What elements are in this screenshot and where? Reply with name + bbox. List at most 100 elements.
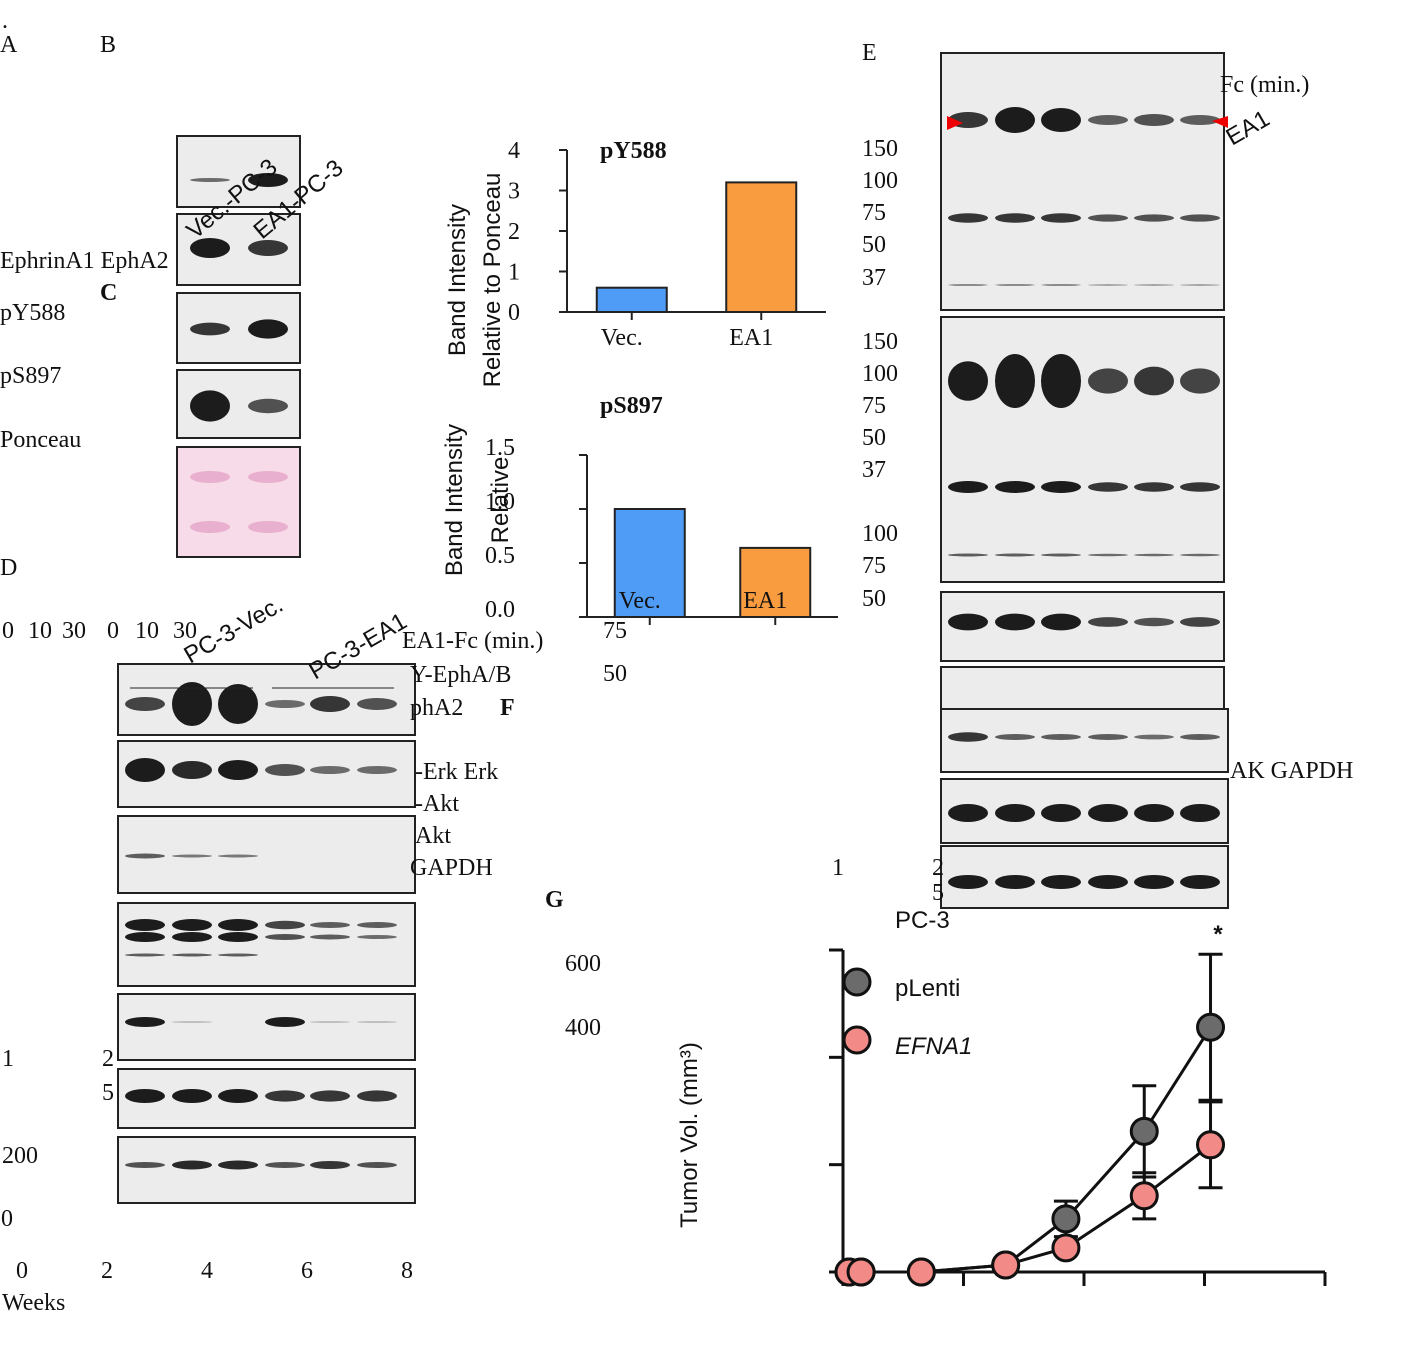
band: [1041, 284, 1081, 286]
band: [1180, 804, 1220, 822]
band: [125, 1089, 165, 1103]
band: [1134, 114, 1174, 126]
y-tick-label: 0: [508, 300, 520, 326]
x-tick-label: 6: [301, 1258, 313, 1284]
band: [1088, 617, 1128, 627]
series-line: [849, 1143, 1212, 1274]
blot: [117, 815, 416, 894]
row-label: AK GAPDH: [1230, 758, 1353, 784]
band: [1180, 214, 1220, 222]
band: [172, 1160, 212, 1170]
band: [218, 919, 258, 931]
band: [310, 1021, 350, 1023]
fragment: 50: [603, 661, 627, 687]
blot: [940, 845, 1229, 909]
point: [1051, 1204, 1081, 1234]
band: [357, 1090, 397, 1102]
band: [172, 761, 212, 779]
band: [1088, 214, 1128, 222]
band: [1088, 804, 1128, 822]
legend-marker: [842, 1025, 872, 1055]
time-label: 30: [62, 618, 86, 644]
band: [948, 613, 988, 631]
point: [1129, 1116, 1159, 1146]
band: [357, 1162, 397, 1168]
bar: [595, 286, 668, 314]
row-label: phA2: [410, 695, 463, 721]
band: [218, 684, 258, 724]
band: [248, 319, 288, 339]
y-tick-label: 1: [508, 260, 520, 286]
band: [995, 481, 1035, 493]
band: [1041, 213, 1081, 223]
marker-label: 100: [862, 521, 898, 547]
band: [172, 854, 212, 858]
band: [265, 1162, 305, 1168]
band: [1180, 734, 1220, 740]
panel-label: G: [545, 887, 564, 913]
bar: [613, 508, 686, 618]
band: [995, 354, 1035, 408]
y-tick-label: 600: [565, 951, 601, 977]
y-tick-label: 0.0: [485, 597, 515, 623]
band: [948, 732, 988, 742]
legend-label: pLenti: [895, 975, 960, 1002]
x-tick-label: Vec.: [619, 588, 661, 614]
x-tick-label: Vec.: [601, 325, 643, 351]
band: [190, 471, 230, 483]
y-tick-label: 400: [565, 1015, 601, 1041]
band: [1180, 284, 1220, 286]
blot: [940, 316, 1225, 583]
band: [1134, 284, 1174, 286]
band: [265, 764, 305, 776]
chart-title: pY588: [600, 138, 667, 164]
fragment: 1: [2, 1046, 14, 1072]
y-axis-label: Band Intensity: [444, 204, 471, 356]
fragment: 5: [932, 880, 944, 906]
band: [1041, 108, 1081, 132]
band: [995, 734, 1035, 740]
band: [1134, 214, 1174, 222]
band: [310, 766, 350, 774]
legend-label: EFNA1: [895, 1033, 972, 1060]
band: [1180, 115, 1220, 125]
band: [357, 922, 397, 928]
time-label: 0: [107, 618, 119, 644]
time-label: 0: [2, 618, 14, 644]
band: [995, 107, 1035, 133]
band: [1134, 553, 1174, 557]
annotation: *: [1213, 921, 1223, 948]
band: [265, 700, 305, 708]
band: [1088, 734, 1128, 740]
panel-label: C: [100, 280, 117, 306]
point: [846, 1257, 876, 1287]
time-label: 30: [173, 618, 197, 644]
band: [125, 919, 165, 931]
blot: [117, 1136, 416, 1204]
marker-label: 50: [862, 232, 886, 258]
band: [310, 696, 350, 712]
x-tick-label: EA1: [729, 325, 773, 351]
band: [357, 766, 397, 774]
blot: [940, 52, 1225, 311]
band: [172, 682, 212, 726]
band: [248, 173, 288, 187]
x-tick-label: EA1: [743, 588, 787, 614]
marker-label: 150: [862, 136, 898, 162]
band: [125, 853, 165, 859]
band: [1041, 804, 1081, 822]
band: [1134, 482, 1174, 492]
y-axis-label: Tumor Vol. (mm³): [676, 1042, 703, 1228]
y-tick-label: 2: [508, 219, 520, 245]
band: [995, 284, 1035, 286]
y-tick-label: 200: [2, 1143, 38, 1169]
band: [357, 1021, 397, 1023]
point: [1196, 1130, 1226, 1160]
band: [265, 920, 305, 930]
series-line: [849, 1026, 1212, 1274]
row-label: GAPDH: [410, 855, 493, 881]
band: [172, 1021, 212, 1023]
band: [357, 935, 397, 939]
marker-label: 50: [862, 425, 886, 451]
